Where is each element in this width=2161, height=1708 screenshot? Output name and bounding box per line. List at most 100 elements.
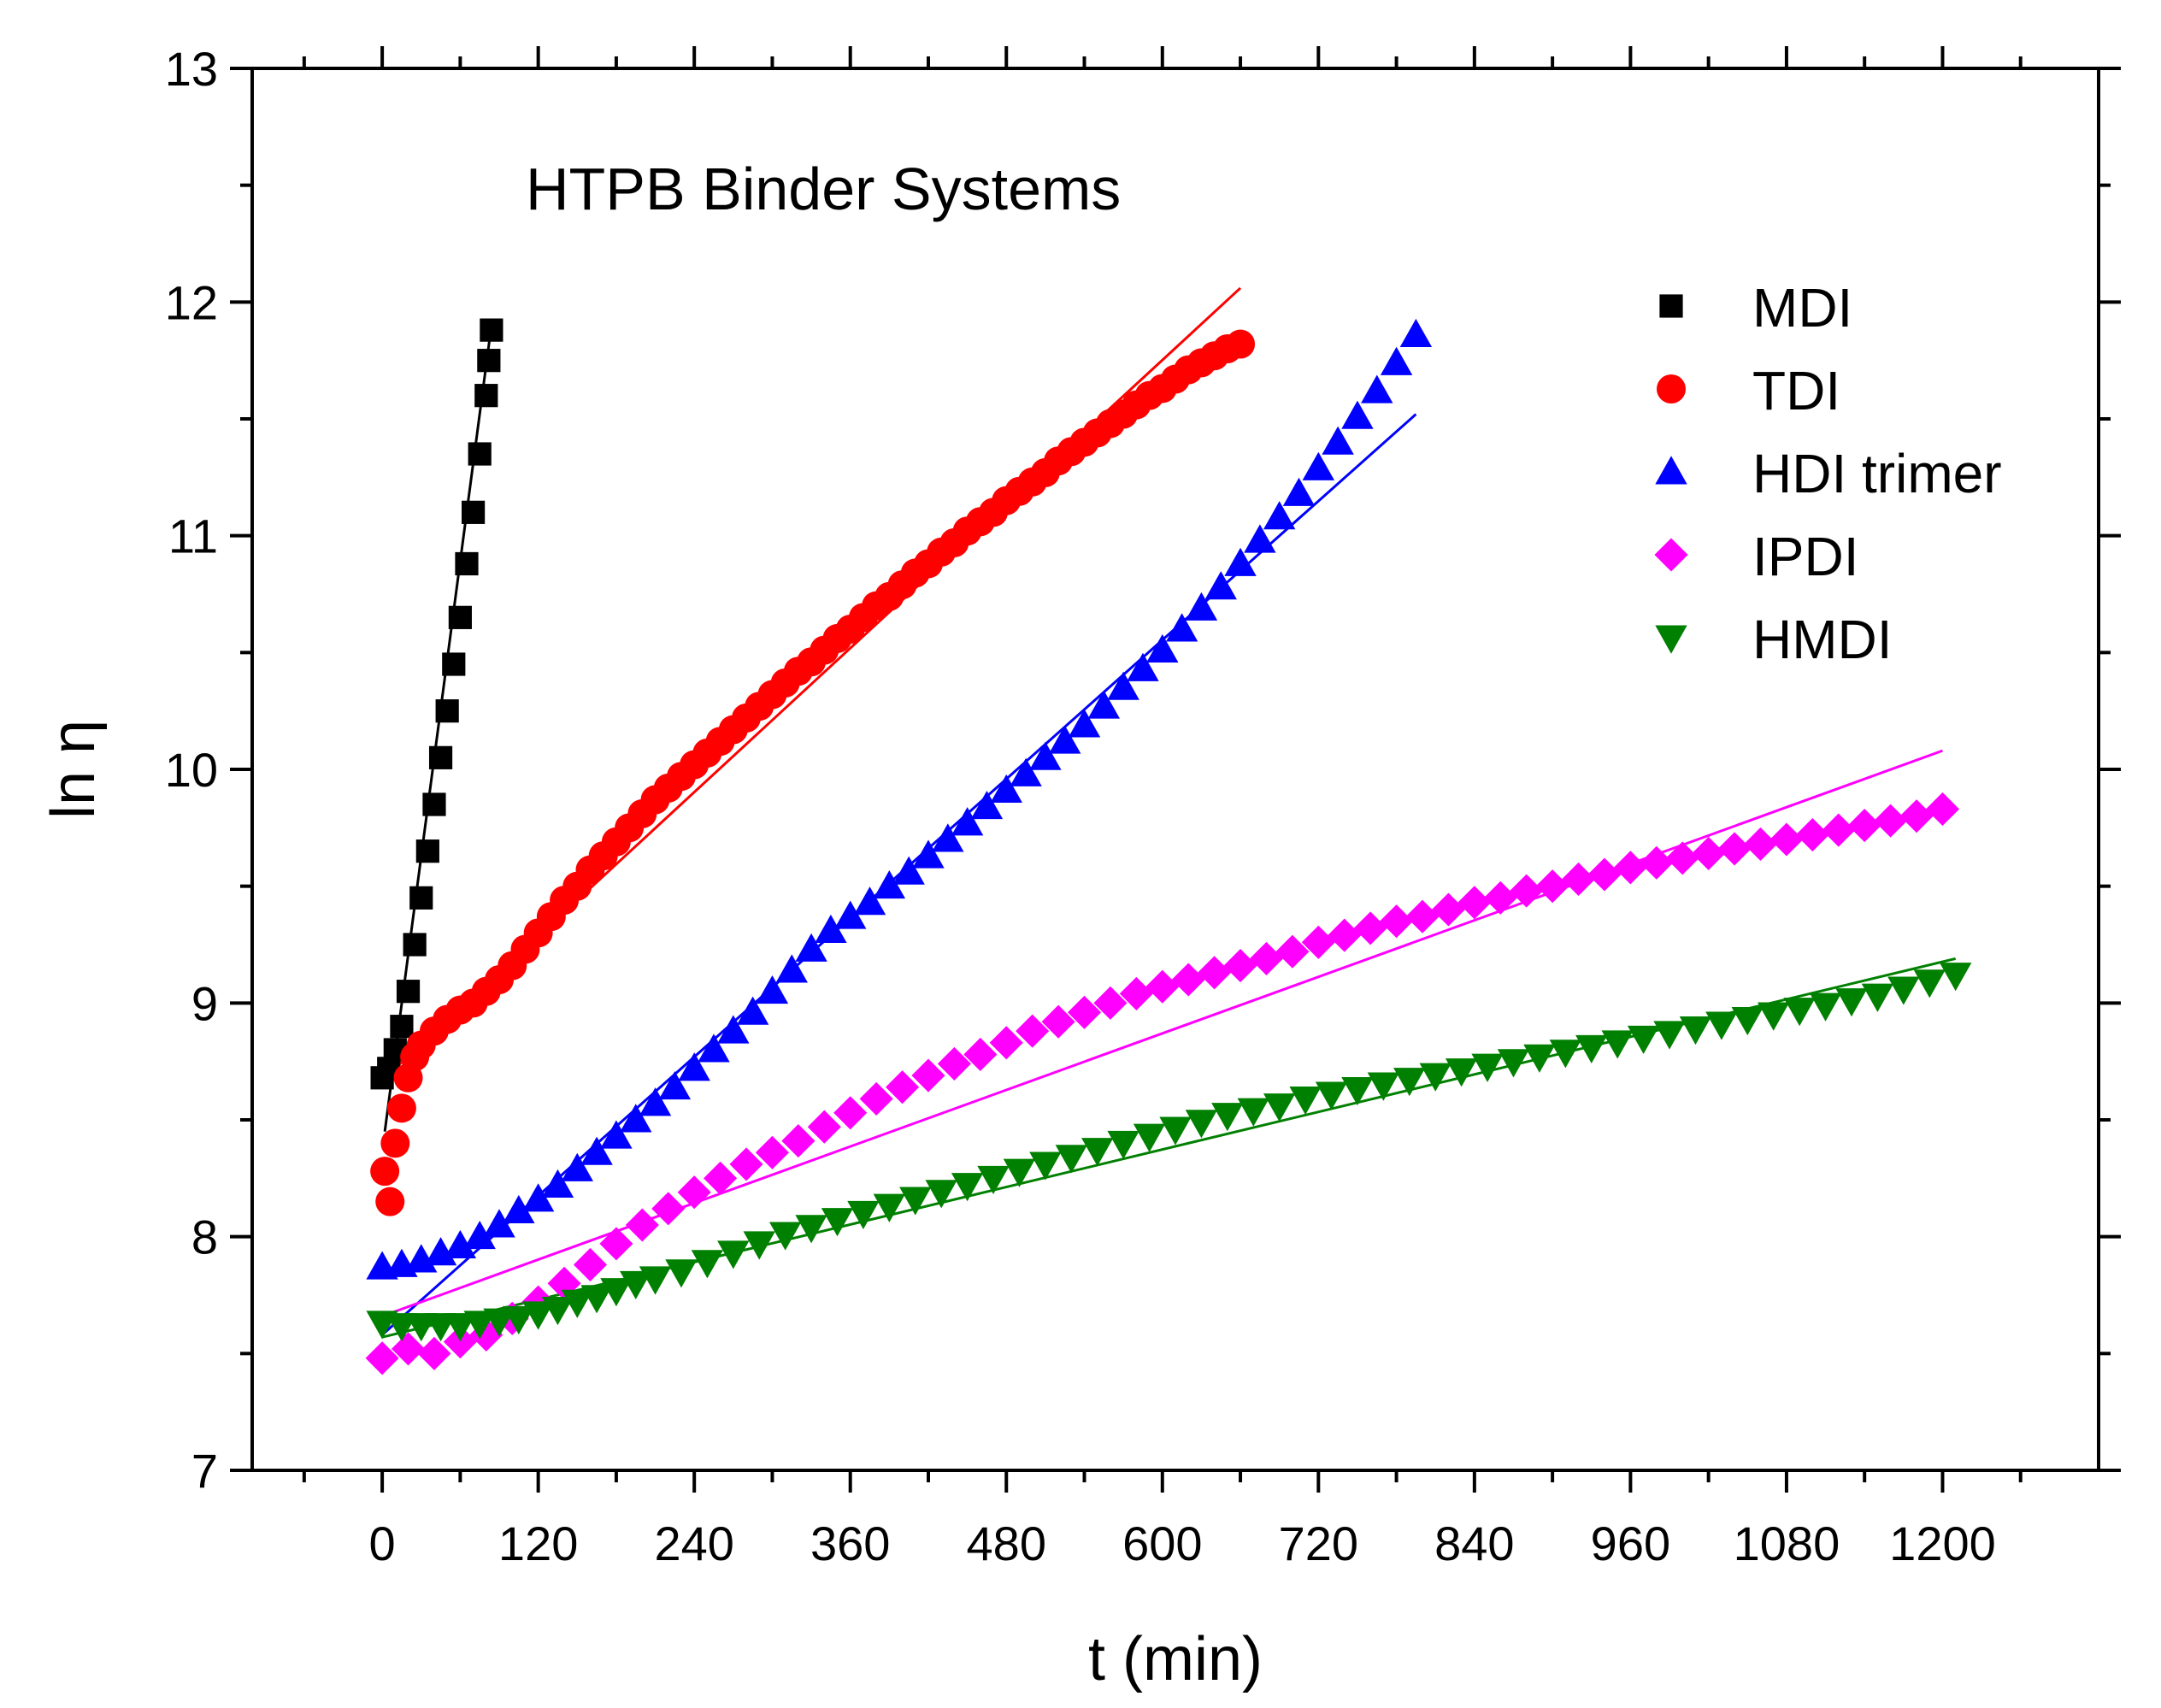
y-tick-label: 12 [165, 275, 218, 329]
data-point-ipdi [1041, 1004, 1075, 1039]
x-tick-label: 120 [498, 1517, 578, 1570]
data-point-hmdi [1601, 1030, 1634, 1059]
markers-layer [365, 318, 1972, 1375]
y-tick-label: 13 [165, 42, 218, 96]
data-point-hmdi [561, 1289, 593, 1318]
data-point-hmdi [1315, 1081, 1348, 1110]
data-point-ipdi [989, 1026, 1023, 1060]
data-point-hdi-trimer [1302, 451, 1335, 480]
data-point-hmdi [1185, 1110, 1218, 1139]
data-point-ipdi [625, 1208, 659, 1242]
legend-marker-mdi [1659, 294, 1683, 318]
data-point-hmdi [821, 1208, 854, 1237]
data-point-ipdi [729, 1147, 763, 1181]
data-point-ipdi [704, 1161, 738, 1195]
data-point-mdi [396, 980, 421, 1004]
data-point-ipdi [1223, 949, 1257, 983]
data-point-hmdi [1055, 1145, 1088, 1174]
data-point-hmdi [847, 1200, 880, 1230]
x-tick-label: 0 [369, 1517, 396, 1570]
data-point-hdi-trimer [1146, 633, 1179, 663]
data-point-ipdi [651, 1192, 686, 1226]
data-point-hmdi [483, 1308, 515, 1337]
data-point-hmdi [1705, 1011, 1738, 1040]
data-point-hmdi [1653, 1021, 1686, 1050]
data-point-mdi [455, 551, 479, 576]
y-tick-label: 8 [191, 1210, 218, 1264]
data-point-hmdi [639, 1266, 672, 1295]
data-point-ipdi [1587, 857, 1622, 892]
data-point-hmdi [600, 1278, 633, 1307]
data-point-hdi-trimer [1282, 477, 1316, 506]
x-tick-label: 360 [810, 1517, 890, 1570]
data-point-mdi [422, 792, 446, 816]
x-tick-label: 600 [1122, 1517, 1202, 1570]
data-point-hdi-trimer [951, 807, 984, 836]
data-point-ipdi [1795, 817, 1829, 852]
data-point-hmdi [463, 1310, 496, 1340]
x-tick-label: 480 [967, 1517, 1046, 1570]
data-point-ipdi [573, 1247, 608, 1282]
data-point-hmdi [1003, 1158, 1036, 1187]
data-point-hmdi [521, 1301, 555, 1330]
x-tick-label: 840 [1434, 1517, 1514, 1570]
data-point-mdi [390, 1015, 414, 1039]
data-point-hmdi [1289, 1086, 1322, 1116]
x-tick-label: 720 [1279, 1517, 1358, 1570]
data-point-hdi-trimer [541, 1169, 574, 1198]
data-point-hdi-trimer [1263, 501, 1296, 530]
data-point-ipdi [807, 1110, 841, 1144]
data-point-hdi-trimer [620, 1104, 652, 1133]
data-point-hmdi [1783, 998, 1816, 1027]
data-point-hdi-trimer [483, 1209, 515, 1238]
data-point-ipdi [886, 1070, 920, 1104]
data-point-hmdi [1758, 1002, 1790, 1031]
data-point-hmdi [1549, 1040, 1582, 1069]
y-tick-label: 10 [165, 743, 218, 797]
data-point-hdi-trimer [658, 1071, 692, 1100]
data-point-tdi [386, 1093, 416, 1123]
legend-marker-tdi [1657, 374, 1686, 403]
series-tdi [370, 329, 1256, 1216]
data-point-tdi [375, 1187, 405, 1216]
series-hdi-trimer [366, 318, 1433, 1280]
x-tick-label: 1200 [1889, 1517, 1996, 1570]
data-point-hdi-trimer [1127, 652, 1159, 681]
data-point-ipdi [1171, 963, 1205, 997]
data-point-hdi-trimer [561, 1152, 593, 1181]
data-point-hdi-trimer [580, 1136, 613, 1165]
legend-marker-hmdi [1655, 625, 1687, 654]
data-point-hdi-trimer [932, 823, 964, 852]
data-point-hmdi [1419, 1063, 1451, 1092]
data-point-ipdi [677, 1175, 711, 1210]
data-point-hmdi [1497, 1049, 1530, 1078]
data-point-hdi-trimer [853, 886, 886, 916]
data-point-hdi-trimer [1068, 709, 1101, 738]
data-point-hdi-trimer [756, 975, 789, 1004]
data-point-ipdi [1561, 862, 1596, 897]
data-point-hmdi [665, 1259, 698, 1288]
data-point-hdi-trimer [795, 933, 827, 962]
data-point-hdi-trimer [1165, 613, 1198, 642]
data-point-mdi [448, 605, 472, 629]
y-tick-label: 11 [168, 509, 218, 563]
data-point-ipdi [833, 1096, 868, 1130]
data-point-ipdi [1431, 892, 1465, 927]
data-point-hdi-trimer [444, 1229, 477, 1259]
data-point-hmdi [1029, 1151, 1062, 1181]
legend-label-hmdi: HMDI [1752, 609, 1893, 670]
data-point-hmdi [691, 1250, 724, 1279]
data-point-hmdi [620, 1270, 652, 1300]
data-point-hmdi [1211, 1103, 1244, 1132]
data-point-hmdi [1133, 1123, 1166, 1152]
x-tick-label: 240 [654, 1517, 733, 1570]
data-point-ipdi [1874, 804, 1908, 838]
data-point-hdi-trimer [1029, 741, 1062, 770]
data-point-hdi-trimer [717, 1015, 750, 1044]
data-point-mdi [435, 699, 459, 723]
data-point-ipdi [1328, 918, 1362, 952]
data-point-ipdi [911, 1058, 945, 1093]
data-point-hdi-trimer [1107, 671, 1139, 700]
data-point-hmdi [1887, 976, 1920, 1005]
data-point-mdi [480, 318, 503, 342]
